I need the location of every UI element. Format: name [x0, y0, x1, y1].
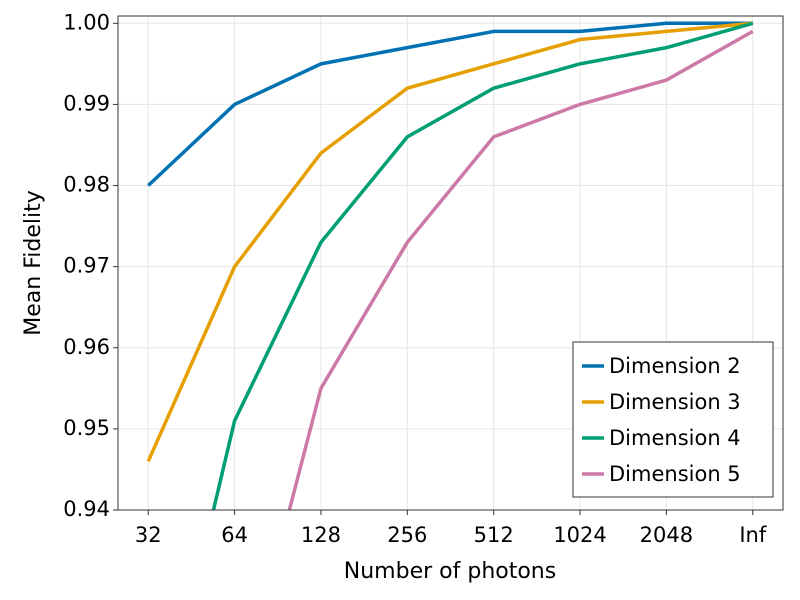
y-tick-label: 0.97 — [63, 254, 110, 278]
data-line — [146, 21, 753, 463]
y-tick-label: 0.98 — [63, 173, 110, 197]
data-line — [211, 21, 754, 510]
y-axis-label: Mean Fidelity — [21, 190, 46, 335]
legend-label: Dimension 3 — [609, 390, 741, 414]
x-axis-label: Number of photons — [344, 559, 556, 584]
data-line — [147, 21, 753, 187]
legend-label: Dimension 2 — [609, 354, 741, 378]
data-line — [287, 29, 754, 510]
y-tick-label: 1.00 — [63, 10, 110, 34]
y-tick-label: 0.95 — [63, 416, 110, 440]
y-tick-label: 0.96 — [63, 335, 110, 359]
x-tick-label: 1024 — [553, 523, 606, 547]
legend-box — [572, 341, 774, 498]
x-tick-label: 128 — [301, 523, 341, 547]
x-tick-label: 2048 — [640, 523, 693, 547]
plot-frame — [117, 15, 784, 511]
x-tick-label: 32 — [135, 523, 162, 547]
legend-label: Dimension 5 — [609, 462, 741, 486]
x-tick-label: 64 — [221, 523, 248, 547]
x-tick-label: Inf — [739, 523, 767, 547]
x-tick-label: 256 — [387, 523, 427, 547]
legend-label: Dimension 4 — [609, 426, 741, 450]
y-tick-label: 0.94 — [63, 497, 110, 521]
y-tick-label: 0.99 — [63, 91, 110, 115]
x-tick-label: 512 — [474, 523, 514, 547]
